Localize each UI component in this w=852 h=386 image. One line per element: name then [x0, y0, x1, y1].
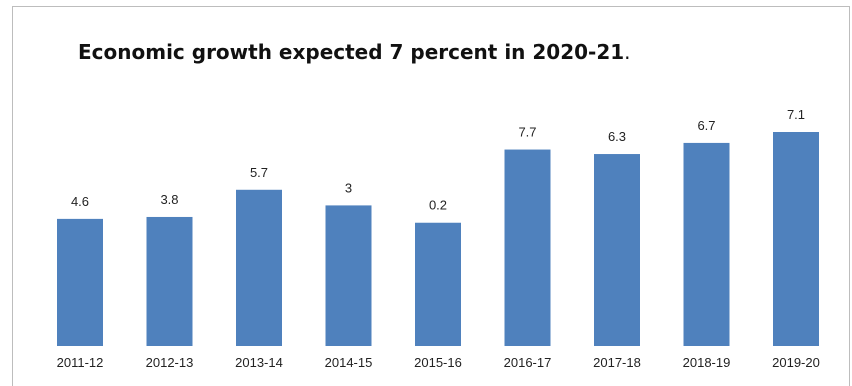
x-tick-label-2012-13: 2012-13	[146, 355, 194, 370]
data-label-2015-16: 0.2	[429, 198, 447, 213]
x-tick-label-2019-20: 2019-20	[772, 355, 820, 370]
data-label-2017-18: 6.3	[608, 129, 626, 144]
data-label-2019-20: 7.1	[787, 107, 805, 122]
bar-2014-15	[325, 205, 372, 346]
bar-2019-20	[773, 132, 819, 346]
x-tick-label-2017-18: 2017-18	[593, 355, 641, 370]
data-label-2014-15: 3	[345, 180, 352, 195]
x-tick-label-2013-14: 2013-14	[235, 355, 283, 370]
chart-title-text: Economic growth expected 7 percent in 20…	[78, 40, 625, 64]
bar-2015-16	[415, 222, 461, 346]
bar-2013-14	[236, 189, 282, 346]
chart-title: Economic growth expected 7 percent in 20…	[78, 40, 631, 64]
bar-2017-18	[594, 154, 640, 346]
chart-title-suffix: .	[624, 40, 631, 64]
x-tick-label-2016-17: 2016-17	[504, 355, 552, 370]
bar-2012-13	[146, 216, 193, 346]
bar-2016-17	[504, 149, 551, 346]
x-tick-label-2015-16: 2015-16	[414, 355, 462, 370]
x-tick-label-2011-12: 2011-12	[57, 355, 104, 370]
bar-2018-19	[683, 142, 730, 346]
data-label-2011-12: 4.6	[71, 194, 89, 209]
chart-frame	[12, 6, 850, 386]
x-tick-label-2018-19: 2018-19	[683, 355, 731, 370]
data-label-2013-14: 5.7	[250, 165, 268, 180]
bar-2011-12	[57, 218, 103, 346]
data-label-2012-13: 3.8	[160, 192, 178, 207]
data-label-2018-19: 6.7	[697, 118, 715, 133]
x-tick-label-2014-15: 2014-15	[325, 355, 373, 370]
data-label-2016-17: 7.7	[518, 125, 536, 140]
